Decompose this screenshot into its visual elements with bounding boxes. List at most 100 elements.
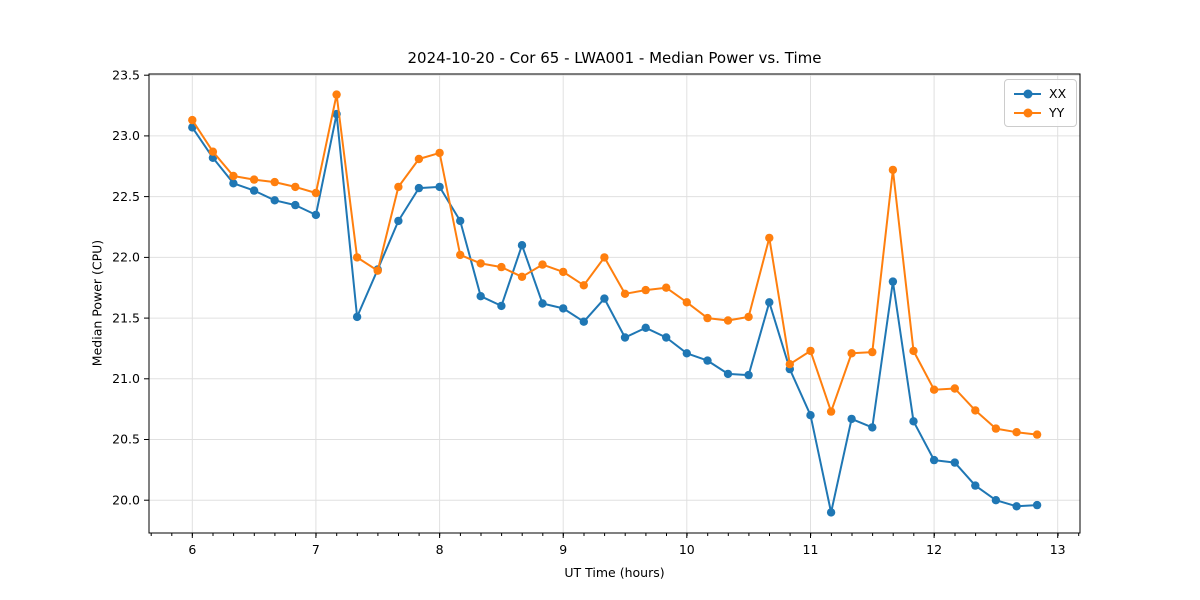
data-point-yy [847, 349, 856, 358]
x-tick-label: 9 [559, 542, 567, 557]
data-point-xx [991, 496, 1001, 505]
data-point-xx [806, 411, 815, 420]
legend-entry-xx: XX [1014, 86, 1066, 101]
y-axis-label: Median Power (CPU) [89, 239, 105, 367]
data-point-yy [352, 253, 362, 262]
data-point-xx [909, 417, 918, 426]
data-point-yy [435, 148, 444, 158]
data-point-xx [291, 200, 300, 210]
data-point-xx [1012, 502, 1021, 511]
data-point-yy [662, 283, 671, 292]
legend-label-xx: XX [1049, 86, 1067, 101]
data-point-xx [765, 298, 774, 307]
data-point-xx [497, 301, 506, 311]
data-point-yy [682, 298, 691, 307]
data-point-xx [311, 210, 321, 220]
data-point-yy [456, 250, 465, 260]
data-point-xx [620, 333, 630, 342]
data-point-xx [559, 304, 568, 313]
legend: XX YY [1004, 79, 1078, 127]
data-point-yy [909, 346, 918, 356]
data-point-xx [476, 292, 485, 301]
data-point-yy [950, 384, 959, 393]
legend-entry-yy: YY [1014, 105, 1066, 120]
data-point-yy [1032, 430, 1042, 439]
data-point-xx [826, 508, 836, 517]
data-point-yy [291, 182, 300, 192]
data-point-yy [208, 147, 218, 156]
data-point-yy [723, 316, 733, 325]
data-point-xx [249, 186, 259, 195]
data-point-yy [806, 346, 815, 356]
y-tick-label: 23.0 [112, 128, 140, 143]
data-point-xx [662, 333, 671, 342]
x-tick-label: 6 [188, 542, 196, 557]
data-point-xx [703, 356, 712, 365]
data-point-yy [414, 154, 424, 164]
data-point-xx [270, 196, 279, 205]
data-point-xx [641, 323, 650, 332]
data-point-yy [600, 253, 609, 262]
data-point-xx [456, 216, 465, 226]
data-point-xx [188, 123, 197, 132]
y-tick-label: 23.5 [112, 67, 140, 82]
data-point-xx [229, 179, 238, 188]
data-point-xx [971, 481, 980, 490]
data-point-xx [888, 277, 898, 286]
data-point-yy [497, 262, 506, 272]
data-point-xx [847, 414, 856, 424]
data-point-yy [373, 266, 382, 275]
data-point-yy [332, 90, 341, 99]
x-tick-label: 11 [803, 542, 819, 557]
data-point-yy [270, 177, 279, 187]
data-point-xx [517, 241, 527, 250]
data-point-yy [620, 289, 630, 298]
x-tick-label: 7 [312, 542, 320, 557]
data-point-xx [950, 458, 959, 467]
data-point-yy [311, 188, 321, 198]
data-point-xx [394, 216, 403, 226]
data-point-yy [394, 182, 403, 192]
data-point-yy [929, 385, 939, 394]
series-line-xx [191, 113, 1038, 514]
series-line-yy [191, 93, 1038, 436]
data-point-xx [929, 455, 939, 465]
data-point-xx [868, 423, 877, 432]
data-point-yy [868, 347, 877, 357]
data-point-xx [682, 349, 691, 358]
data-point-xx [744, 370, 753, 380]
legend-line-marker-xx-icon [1014, 89, 1041, 99]
y-tick-label: 22.5 [112, 189, 140, 204]
data-point-xx [1032, 500, 1042, 510]
data-point-yy [991, 424, 1001, 433]
x-tick-label: 10 [679, 542, 695, 557]
data-point-yy [826, 407, 836, 416]
data-point-yy [538, 260, 547, 269]
data-point-yy [229, 171, 238, 181]
data-point-yy [1012, 428, 1021, 437]
data-point-xx [435, 182, 444, 192]
data-point-yy [641, 285, 650, 295]
data-point-yy [765, 233, 774, 243]
data-point-yy [559, 267, 568, 277]
x-tick-label: 13 [1050, 542, 1066, 557]
data-point-yy [579, 281, 588, 290]
data-point-yy [517, 272, 527, 281]
y-tick-label: 20.0 [112, 492, 140, 507]
data-point-yy [744, 312, 753, 322]
legend-line-marker-yy-icon [1014, 108, 1041, 118]
series-xx [188, 109, 1042, 517]
data-point-yy [888, 165, 898, 175]
y-tick-label: 22.0 [112, 250, 140, 265]
data-point-xx [579, 317, 588, 326]
data-point-xx [723, 369, 733, 379]
series-yy [188, 90, 1042, 439]
y-axis: 20.0 20.5 21.0 21.5 22.0 22.5 23.0 23.5 [112, 67, 149, 507]
legend-label-yy: YY [1049, 105, 1065, 120]
data-point-yy [971, 406, 980, 415]
data-point-xx [414, 183, 424, 193]
x-axis: 6 7 8 9 10 11 12 13 [150, 533, 1080, 557]
chart-title: 2024-10-20 - Cor 65 - LWA001 - Median Po… [407, 49, 822, 67]
